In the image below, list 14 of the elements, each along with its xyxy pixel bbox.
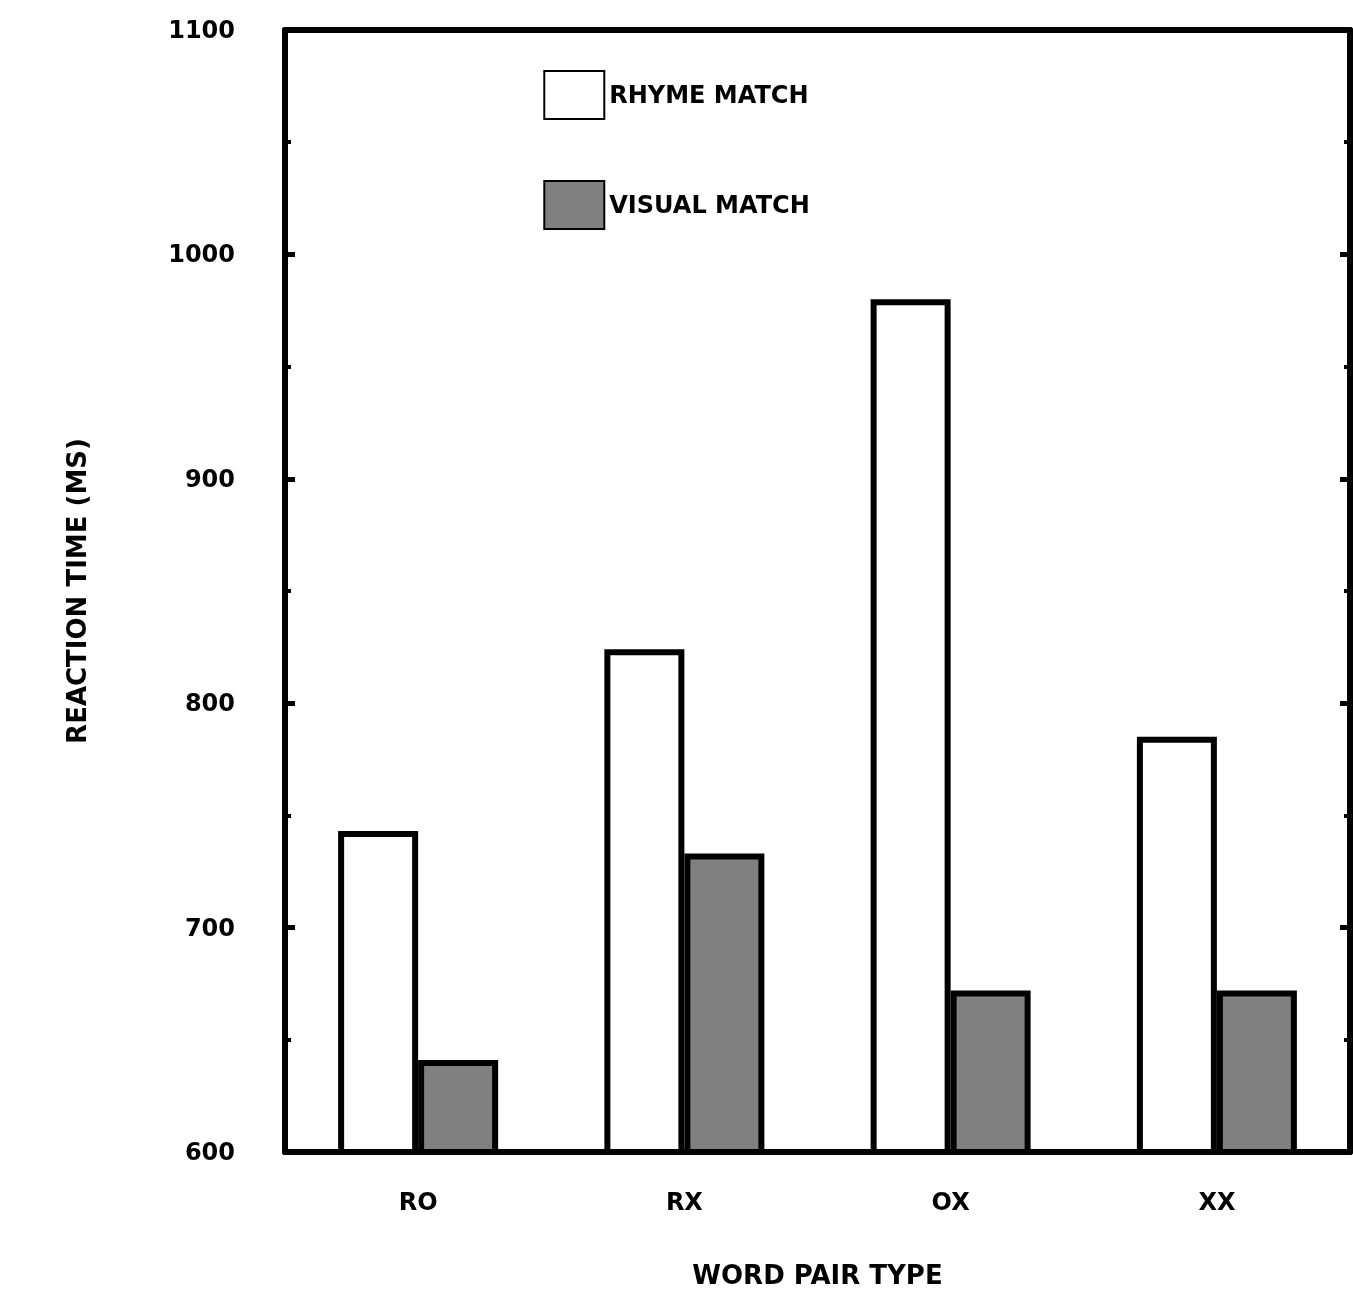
x-tick-label: RX <box>665 1188 704 1216</box>
x-axis-title: WORD PAIR TYPE <box>692 1260 943 1290</box>
y-tick-label: 800 <box>184 689 235 718</box>
y-tick-label: 600 <box>184 1138 235 1166</box>
y-tick-label: 900 <box>184 464 235 493</box>
y-tick-label: 1100 <box>168 16 235 44</box>
x-tick-label: RO <box>398 1188 438 1216</box>
y-axis-title: REACTION TIME (MS) <box>62 438 92 744</box>
y-tick-label: 1000 <box>168 240 235 269</box>
legend-label: RHYME MATCH <box>609 81 809 109</box>
x-tick-label: OX <box>931 1188 971 1216</box>
legend-label: VISUAL MATCH <box>609 191 810 219</box>
y-tick-label: 700 <box>184 913 235 942</box>
x-tick-label: XX <box>1198 1188 1236 1216</box>
